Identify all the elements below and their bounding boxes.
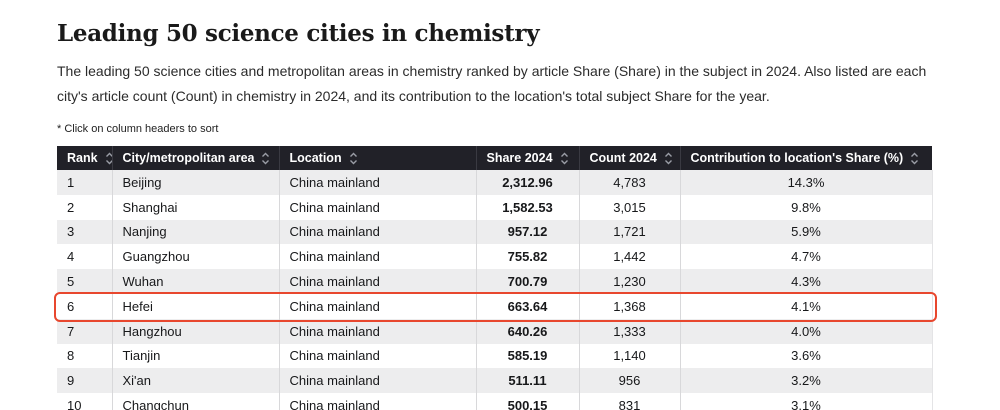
- header-row: Rank City/metropolitan area Location: [57, 146, 932, 170]
- cell-share: 500.15: [476, 393, 580, 410]
- cell-count: 4,783: [579, 170, 681, 195]
- cell-location: China mainland: [279, 244, 477, 270]
- sort-chevrons-icon: [349, 152, 358, 165]
- cell-share: 663.64: [476, 293, 580, 319]
- cell-city: Hangzhou: [112, 318, 280, 344]
- column-header-label: Rank: [67, 151, 98, 165]
- column-header-count-2024[interactable]: Count 2024: [579, 146, 681, 170]
- column-header-city[interactable]: City/metropolitan area: [112, 146, 280, 170]
- cell-rank: 2: [57, 194, 113, 220]
- cell-contribution: 14.3%: [680, 170, 933, 195]
- cell-rank: 7: [57, 318, 113, 344]
- sort-chevrons-icon: [910, 152, 919, 165]
- cell-location: China mainland: [279, 343, 477, 369]
- column-header-label: Share 2024: [486, 151, 553, 165]
- cell-city: Tianjin: [112, 343, 280, 369]
- cell-rank: 9: [57, 368, 113, 394]
- cities-table: Rank City/metropolitan area Location: [57, 146, 933, 410]
- cell-city: Nanjing: [112, 219, 280, 245]
- cell-city: Guangzhou: [112, 244, 280, 270]
- cell-share: 1,582.53: [476, 194, 580, 220]
- table-row: 7 Hangzhou China mainland 640.26 1,333 4…: [57, 318, 933, 344]
- table-row: 2 Shanghai China mainland 1,582.53 3,015…: [57, 194, 933, 220]
- column-header-contribution[interactable]: Contribution to location's Share (%): [680, 146, 932, 170]
- cell-rank: 4: [57, 244, 113, 270]
- cell-share: 585.19: [476, 343, 580, 369]
- cell-count: 956: [579, 368, 681, 394]
- cell-city: Xi'an: [112, 368, 280, 394]
- cell-share: 2,312.96: [476, 170, 580, 195]
- cell-rank: 3: [57, 219, 113, 245]
- cell-count: 3,015: [579, 194, 681, 220]
- cell-contribution: 3.6%: [680, 343, 933, 369]
- cell-location: China mainland: [279, 368, 477, 394]
- table-row: 1 Beijing China mainland 2,312.96 4,783 …: [57, 170, 933, 195]
- cell-count: 1,333: [579, 318, 681, 344]
- cell-rank: 5: [57, 269, 113, 294]
- table-row: 4 Guangzhou China mainland 755.82 1,442 …: [57, 244, 933, 270]
- cell-contribution: 3.1%: [680, 393, 933, 410]
- column-header-label: Location: [289, 151, 342, 165]
- cell-city: Shanghai: [112, 194, 280, 220]
- cell-location: China mainland: [279, 170, 477, 195]
- cell-location: China mainland: [279, 318, 477, 344]
- cell-rank: 1: [57, 170, 113, 195]
- table-row: 10 Changchun China mainland 500.15 831 3…: [57, 393, 933, 410]
- table-row: 3 Nanjing China mainland 957.12 1,721 5.…: [57, 219, 933, 245]
- cell-location: China mainland: [279, 194, 477, 220]
- sort-chevrons-icon: [560, 152, 569, 165]
- column-header-label: Contribution to location's Share (%): [690, 151, 904, 165]
- column-header-rank[interactable]: Rank: [57, 146, 113, 170]
- cell-count: 831: [579, 393, 681, 410]
- cell-location: China mainland: [279, 219, 477, 245]
- cell-share: 700.79: [476, 269, 580, 294]
- cell-rank: 8: [57, 343, 113, 369]
- cell-count: 1,442: [579, 244, 681, 270]
- cell-city: Hefei: [112, 293, 280, 319]
- sort-chevrons-icon: [105, 152, 111, 165]
- page-title: Leading 50 science cities in chemistry: [57, 20, 540, 47]
- cell-contribution: 3.2%: [680, 368, 933, 394]
- cell-contribution: 9.8%: [680, 194, 933, 220]
- column-header-label: City/metropolitan area: [122, 151, 255, 165]
- cell-city: Wuhan: [112, 269, 280, 294]
- cell-contribution: 4.3%: [680, 269, 933, 294]
- cell-rank: 6: [57, 293, 113, 319]
- cell-share: 755.82: [476, 244, 580, 270]
- cell-location: China mainland: [279, 393, 477, 410]
- cell-count: 1,230: [579, 269, 681, 294]
- cell-share: 957.12: [476, 219, 580, 245]
- cell-contribution: 4.1%: [680, 293, 933, 319]
- cell-count: 1,721: [579, 219, 681, 245]
- cell-location: China mainland: [279, 269, 477, 294]
- cell-rank: 10: [57, 393, 113, 410]
- cell-contribution: 4.7%: [680, 244, 933, 270]
- table-row: 9 Xi'an China mainland 511.11 956 3.2%: [57, 368, 933, 394]
- cell-contribution: 5.9%: [680, 219, 933, 245]
- cell-location: China mainland: [279, 293, 477, 319]
- sort-chevrons-icon: [261, 152, 270, 165]
- cell-share: 640.26: [476, 318, 580, 344]
- cell-city: Changchun: [112, 393, 280, 410]
- sort-note: * Click on column headers to sort: [57, 123, 219, 135]
- table-row: 5 Wuhan China mainland 700.79 1,230 4.3%: [57, 269, 933, 294]
- table-row: 6 Hefei China mainland 663.64 1,368 4.1%: [57, 293, 933, 319]
- cell-share: 511.11: [476, 368, 580, 394]
- column-header-location[interactable]: Location: [279, 146, 477, 170]
- table-body: 1 Beijing China mainland 2,312.96 4,783 …: [57, 170, 933, 410]
- table-description: The leading 50 science cities and metrop…: [57, 63, 927, 104]
- cell-count: 1,368: [579, 293, 681, 319]
- column-header-share-2024[interactable]: Share 2024: [476, 146, 580, 170]
- cell-count: 1,140: [579, 343, 681, 369]
- cell-city: Beijing: [112, 170, 280, 195]
- cell-contribution: 4.0%: [680, 318, 933, 344]
- table-row: 8 Tianjin China mainland 585.19 1,140 3.…: [57, 343, 933, 369]
- table-container: Rank City/metropolitan area Location: [54, 146, 937, 410]
- column-header-label: Count 2024: [589, 151, 657, 165]
- sort-chevrons-icon: [664, 152, 673, 165]
